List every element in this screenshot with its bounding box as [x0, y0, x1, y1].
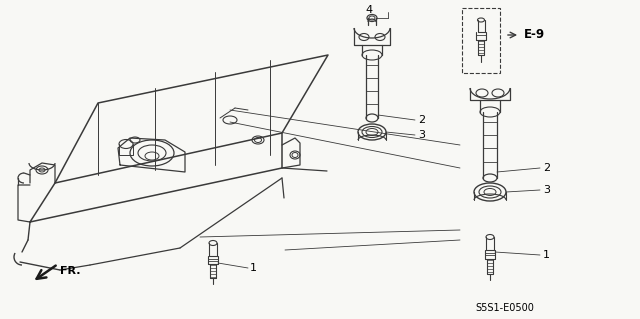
Text: 4: 4	[365, 5, 372, 15]
Text: 2: 2	[543, 163, 550, 173]
Text: 3: 3	[418, 130, 425, 140]
Text: 3: 3	[543, 185, 550, 195]
Text: FR.: FR.	[60, 266, 81, 276]
Text: S5S1-E0500: S5S1-E0500	[475, 303, 534, 313]
Text: 1: 1	[543, 250, 550, 260]
Text: 2: 2	[418, 115, 425, 125]
Text: 1: 1	[250, 263, 257, 273]
Text: E-9: E-9	[524, 28, 545, 41]
